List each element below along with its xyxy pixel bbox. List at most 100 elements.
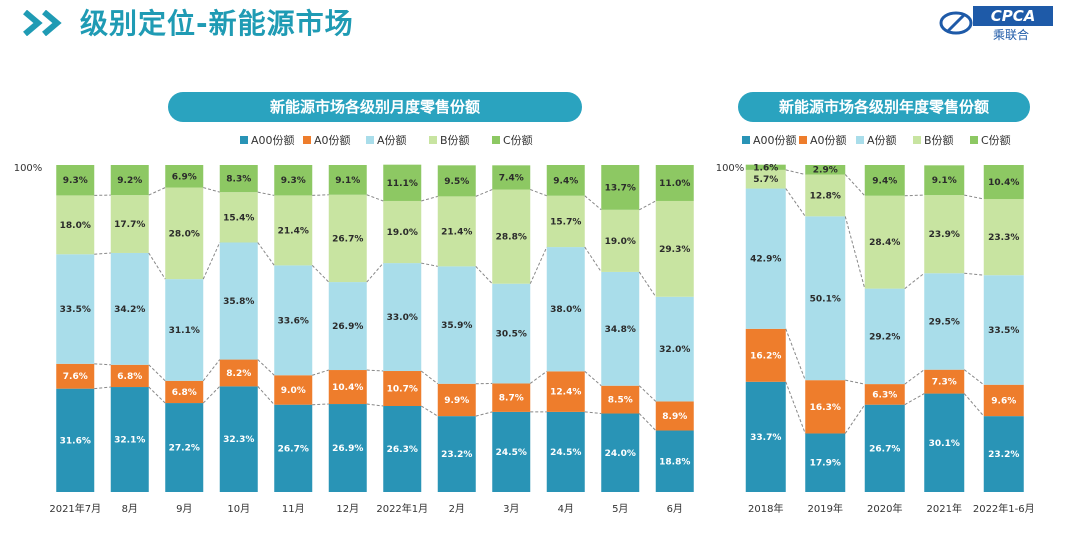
- series-connector: [94, 252, 111, 255]
- data-label: 16.3%: [810, 403, 841, 413]
- series-connector: [421, 262, 438, 267]
- bar-segment: [165, 279, 204, 381]
- series-connector: [148, 252, 166, 280]
- data-label: 9.9%: [444, 396, 469, 406]
- logo-text: CPCA: [973, 6, 1053, 26]
- legend-swatch: [742, 136, 750, 144]
- data-label: 33.5%: [988, 326, 1019, 336]
- bar-segment: [983, 165, 1024, 200]
- bar-segment: [983, 275, 1024, 385]
- series-connector: [844, 216, 866, 289]
- bar-segment: [546, 195, 585, 248]
- bar-segment: [274, 165, 313, 196]
- x-tick-label: 9月: [176, 503, 192, 515]
- series-connector: [904, 369, 925, 385]
- data-label: 17.9%: [810, 459, 841, 469]
- bar-segment: [165, 187, 204, 280]
- data-label: 28.4%: [869, 238, 900, 248]
- data-label: 23.2%: [988, 450, 1019, 460]
- legend-swatch: [366, 136, 374, 144]
- x-tick-label: 11月: [282, 503, 305, 515]
- legend-label: A份额: [377, 134, 407, 147]
- series-connector: [420, 370, 439, 385]
- data-label: 23.9%: [929, 230, 960, 240]
- bar-segment: [383, 200, 422, 264]
- legend-swatch: [303, 136, 311, 144]
- bar-segment: [274, 265, 313, 376]
- legend-swatch: [856, 136, 864, 144]
- series-connector: [639, 200, 656, 211]
- series-connector: [904, 194, 925, 197]
- series-connector: [366, 194, 384, 202]
- series-connector: [420, 405, 439, 417]
- data-label: 28.0%: [169, 229, 200, 239]
- series-connector: [148, 364, 166, 382]
- data-label: 8.9%: [662, 412, 687, 422]
- legend-label: A份额: [867, 134, 897, 147]
- bar-segment: [983, 416, 1024, 492]
- series-connector: [785, 381, 806, 434]
- bar-segment: [864, 165, 905, 196]
- bar-segment: [924, 195, 965, 274]
- data-label: 26.7%: [332, 234, 363, 244]
- data-label: 7.3%: [932, 378, 957, 388]
- data-label: 24.5%: [496, 448, 527, 458]
- series-connector: [638, 385, 657, 402]
- series-connector: [529, 370, 548, 384]
- series-connector: [148, 386, 166, 404]
- bar-segment: [56, 363, 95, 389]
- bar-segment: [219, 386, 258, 492]
- data-label: 26.3%: [387, 445, 418, 455]
- bar-segment: [864, 195, 905, 289]
- series-connector: [584, 246, 602, 273]
- x-tick-label: 4月: [558, 503, 574, 515]
- data-label: 24.5%: [550, 448, 581, 458]
- bar-segment: [165, 380, 204, 404]
- data-label: 34.2%: [114, 305, 145, 315]
- logo-subtext: 乘联合: [993, 28, 1030, 42]
- legend-swatch: [913, 136, 921, 144]
- series-connector: [529, 246, 548, 284]
- bar-segment: [546, 371, 585, 412]
- legend-swatch: [429, 136, 437, 144]
- series-connector: [257, 359, 275, 376]
- bar-segment: [601, 385, 640, 414]
- series-connector: [203, 187, 220, 193]
- x-tick-label: 12月: [336, 503, 359, 515]
- bar-segment: [546, 165, 585, 196]
- data-label: 12.4%: [550, 388, 581, 398]
- x-tick-label: 2021年7月: [49, 502, 101, 515]
- series-connector: [844, 174, 866, 197]
- legend-label: C份额: [503, 134, 533, 147]
- bar-segment: [165, 165, 204, 188]
- chart-title: 新能源市场各级别年度零售份额: [779, 98, 989, 116]
- data-label: 11.0%: [659, 179, 690, 189]
- data-label: 30.5%: [496, 330, 527, 340]
- data-label: 11.1%: [387, 179, 418, 189]
- data-label: 29.5%: [929, 317, 960, 327]
- series-connector: [202, 242, 221, 280]
- data-label: 33.0%: [387, 313, 418, 323]
- bar-segment: [745, 381, 786, 492]
- bar-segment: [328, 165, 367, 195]
- data-label: 9.6%: [991, 396, 1016, 406]
- data-label: 15.4%: [223, 213, 254, 223]
- data-label: 18.8%: [659, 457, 690, 467]
- bar-segment: [492, 189, 531, 284]
- bar-segment: [655, 165, 694, 201]
- legend-label: C份额: [981, 134, 1011, 147]
- bar-segment: [383, 263, 422, 372]
- data-label: 9.3%: [281, 176, 306, 186]
- series-connector: [638, 413, 657, 431]
- legend-swatch: [970, 136, 978, 144]
- data-label: 26.9%: [332, 444, 363, 454]
- bar-segment: [601, 271, 640, 386]
- data-label: 42.9%: [750, 255, 781, 265]
- data-label: 31.6%: [60, 436, 91, 446]
- bar-segment: [864, 384, 905, 405]
- bar-segment: [655, 430, 694, 492]
- series-connector: [844, 404, 866, 434]
- data-label: 33.7%: [750, 433, 781, 443]
- data-label: 7.4%: [499, 173, 524, 183]
